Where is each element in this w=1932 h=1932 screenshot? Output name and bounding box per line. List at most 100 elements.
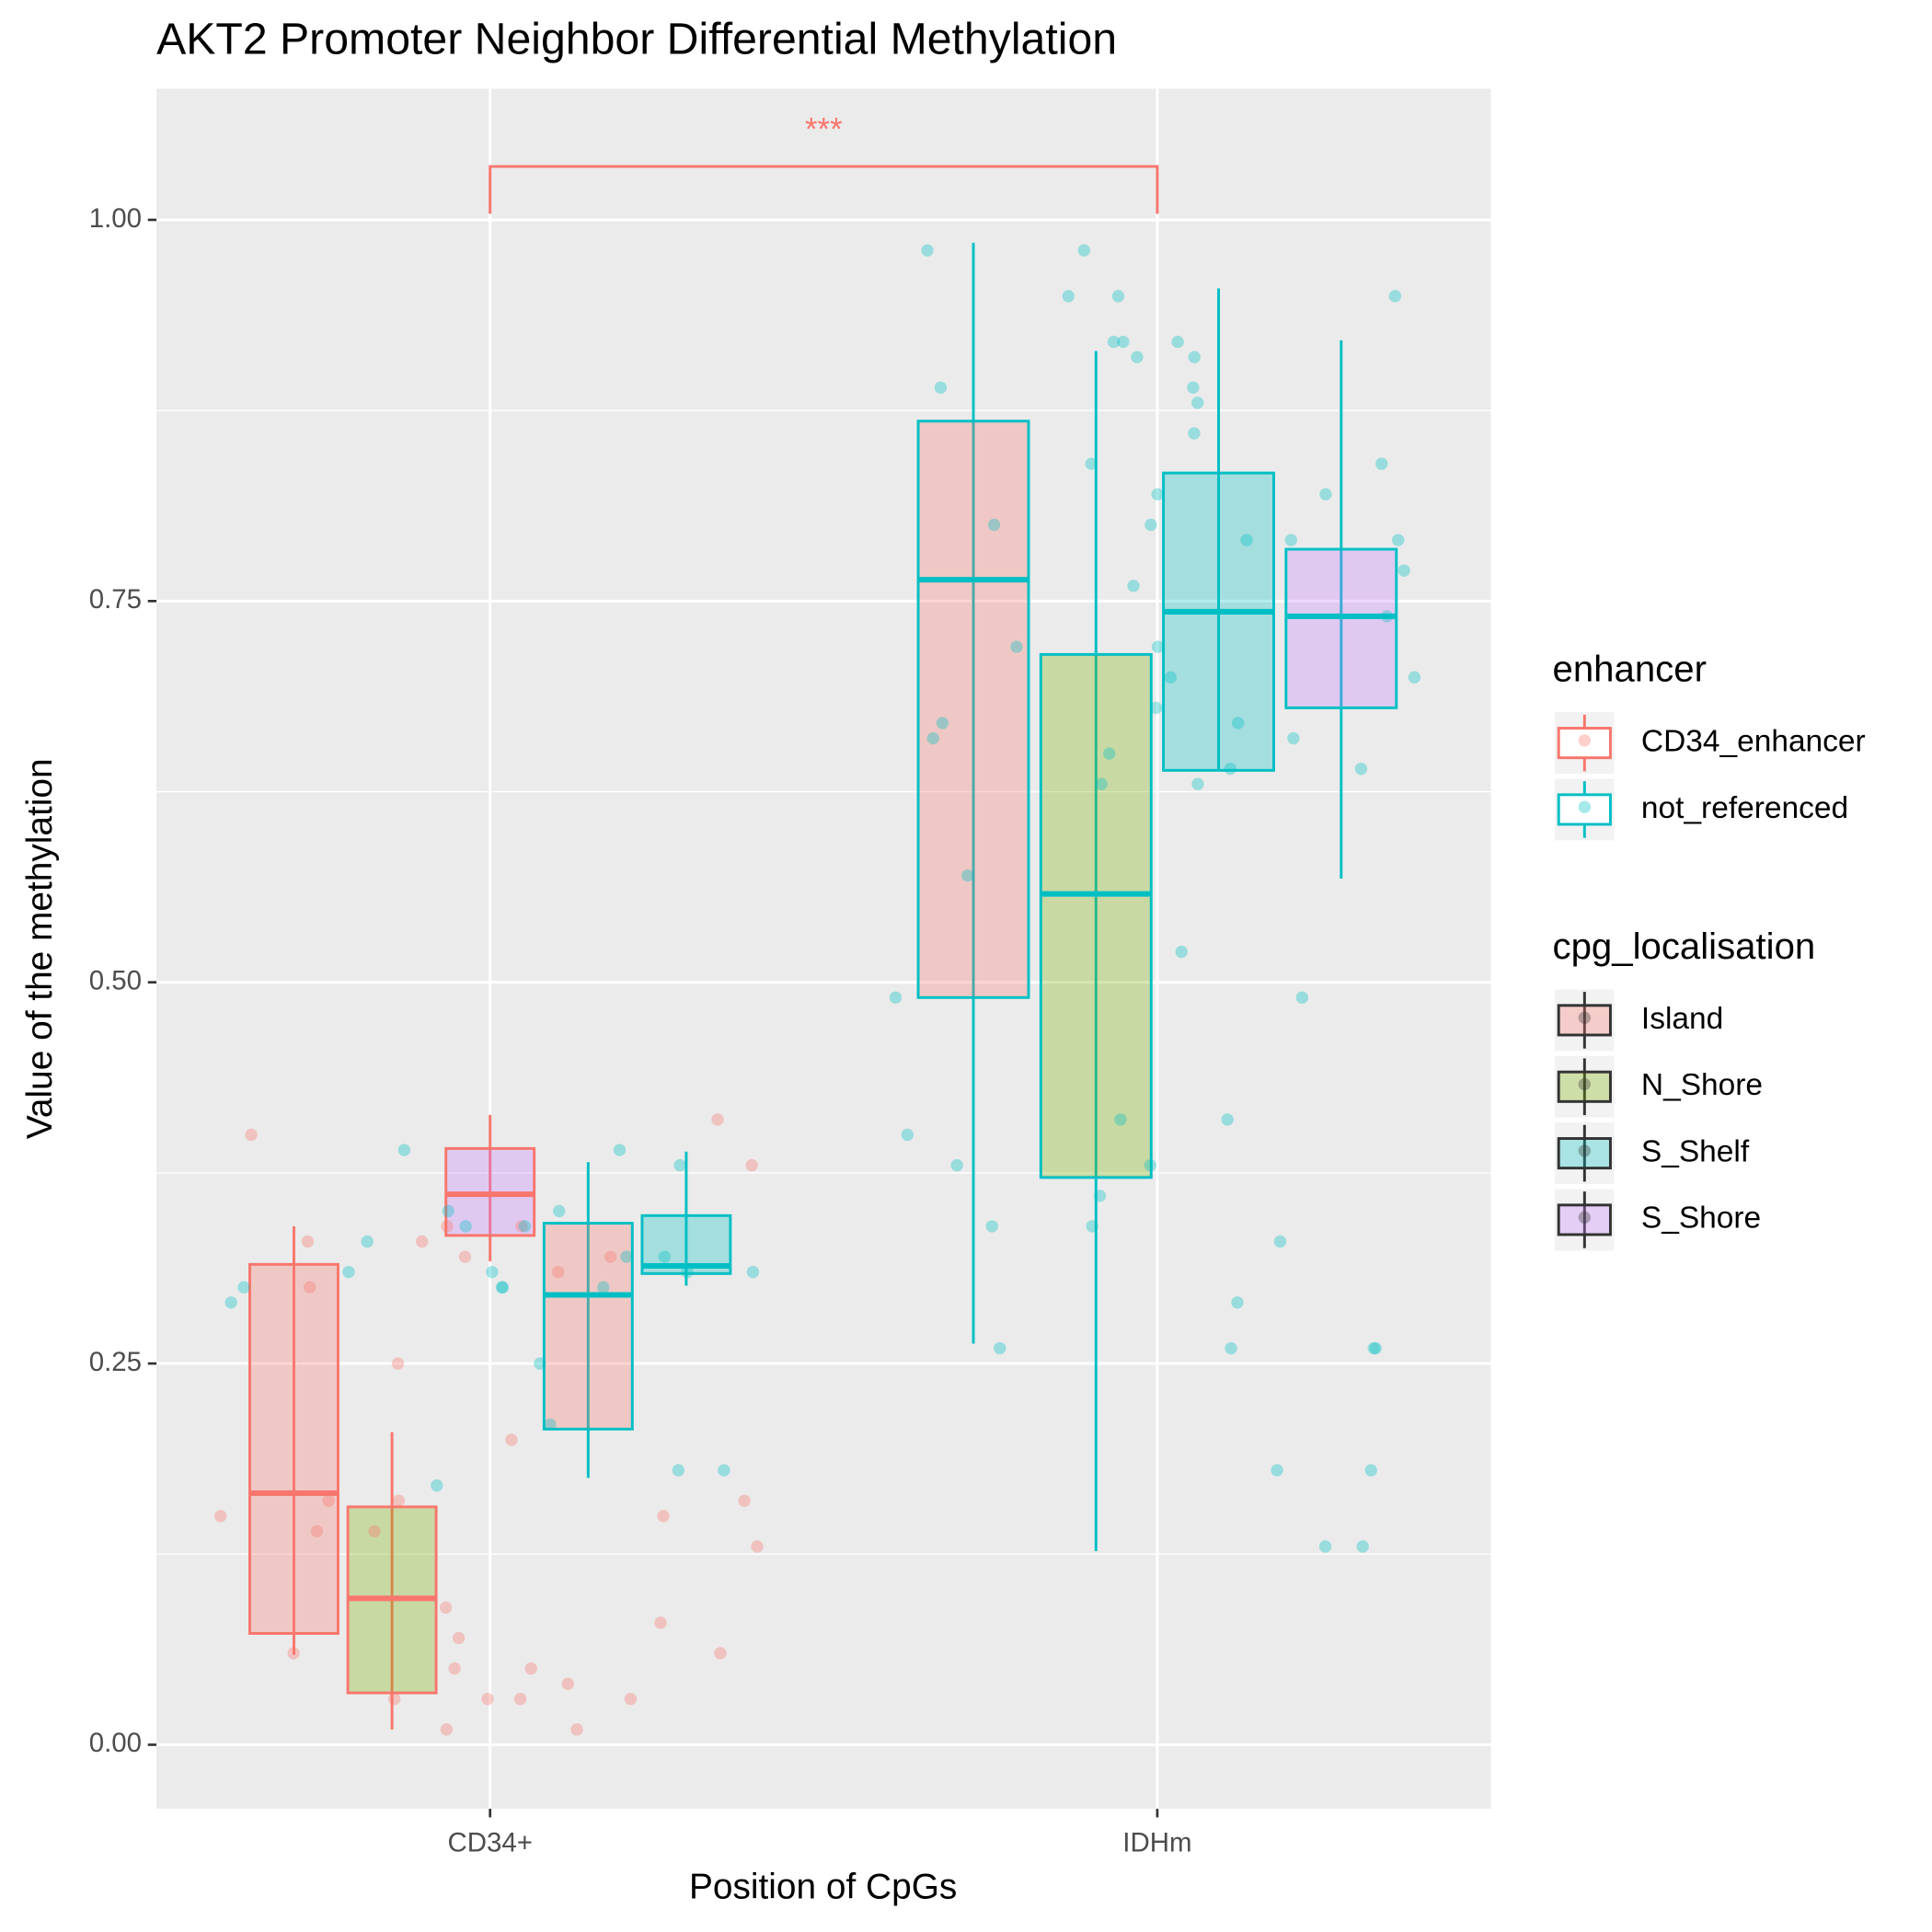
jitter-point xyxy=(1093,1190,1107,1202)
jitter-point xyxy=(1164,671,1178,684)
x-axis-title: Position of CpGs xyxy=(689,1867,957,1906)
jitter-point xyxy=(1356,1540,1369,1553)
legend-label: Island xyxy=(1641,1002,1723,1036)
jitter-point xyxy=(301,1235,315,1248)
y-tick-label: 0.00 xyxy=(89,1728,142,1758)
jitter-point xyxy=(1175,945,1188,959)
jitter-point xyxy=(718,1464,730,1477)
jitter-point xyxy=(388,1693,401,1706)
jitter-point xyxy=(1086,1220,1098,1233)
jitter-point xyxy=(936,717,949,730)
jitter-point xyxy=(391,1357,405,1370)
jitter-point xyxy=(672,1464,685,1477)
jitter-point xyxy=(1369,1341,1382,1355)
jitter-point xyxy=(440,1723,454,1736)
jitter-point xyxy=(1408,671,1421,684)
jitter-point xyxy=(431,1478,443,1492)
significance-bracket xyxy=(489,165,1159,214)
y-tick-label: 0.25 xyxy=(89,1347,142,1377)
jitter-point xyxy=(1319,488,1332,501)
jitter-point xyxy=(1240,534,1253,546)
jitter-point xyxy=(1367,1341,1380,1355)
legend-key-point xyxy=(1578,1011,1592,1024)
jitter-point xyxy=(1131,351,1144,363)
x-tick-label: IDHm xyxy=(1122,1828,1191,1858)
jitter-point xyxy=(452,1631,466,1645)
jitter-point xyxy=(448,1662,461,1675)
box xyxy=(1039,652,1153,1179)
box xyxy=(1284,547,1398,709)
jitter-point xyxy=(1085,457,1098,470)
chart-title: AKT2 Promoter Neighbor Differential Meth… xyxy=(156,14,1117,63)
legend-key xyxy=(1557,1203,1612,1236)
jitter-point xyxy=(1062,290,1075,303)
grid xyxy=(156,88,1491,1810)
jitter-point xyxy=(1397,564,1410,577)
jitter-point xyxy=(658,1250,672,1263)
legend-key xyxy=(1557,1137,1612,1170)
jitter-point xyxy=(1117,335,1130,349)
jitter-point xyxy=(654,1616,667,1629)
jitter-point xyxy=(921,244,934,257)
jitter-point xyxy=(994,1341,1006,1355)
box xyxy=(542,1222,634,1431)
jitter-point xyxy=(513,1693,527,1706)
jitter-point xyxy=(1191,397,1204,409)
panel xyxy=(156,88,1491,1810)
jitter-point xyxy=(711,1113,724,1126)
jitter-point xyxy=(681,1265,694,1279)
legend-key-point xyxy=(1578,1211,1592,1224)
jitter-point xyxy=(1287,731,1300,745)
jitter-point xyxy=(1284,534,1297,546)
jitter-point xyxy=(287,1647,300,1660)
jitter-point xyxy=(624,1693,638,1706)
jitter-point xyxy=(1295,991,1309,1004)
jitter-point xyxy=(1151,488,1164,501)
jitter-point xyxy=(1224,762,1237,776)
jitter-point xyxy=(1077,244,1091,257)
jitter-point xyxy=(1107,335,1121,349)
y-tick-label: 1.00 xyxy=(89,203,142,234)
jitter-point xyxy=(392,1494,405,1507)
jitter-point xyxy=(224,1296,237,1309)
jitter-point xyxy=(495,1281,509,1294)
jitter-point xyxy=(1388,290,1402,303)
jitter-point xyxy=(1114,1113,1127,1126)
jitter-point xyxy=(1188,427,1201,440)
legend-label: S_Shelf xyxy=(1641,1134,1750,1168)
jitter-point xyxy=(368,1524,381,1538)
jitter-point xyxy=(1380,610,1394,623)
jitter-point xyxy=(534,1357,546,1370)
legend-key xyxy=(1557,1004,1612,1037)
jitter-point xyxy=(518,1220,532,1233)
jitter-point xyxy=(570,1723,583,1736)
legend-key xyxy=(1557,727,1612,760)
jitter-point xyxy=(1151,640,1165,653)
y-tick-label: 0.75 xyxy=(89,584,142,615)
jitter-point xyxy=(1103,747,1116,760)
jitter-point xyxy=(342,1265,355,1279)
jitter-point xyxy=(950,1158,963,1172)
jitter-point xyxy=(310,1524,324,1538)
jitter-point xyxy=(1144,1158,1157,1172)
legend-label: S_Shore xyxy=(1641,1202,1761,1236)
jitter-point xyxy=(1354,762,1368,776)
jitter-point xyxy=(551,1265,565,1279)
jitter-point xyxy=(934,381,948,394)
jitter-point xyxy=(1111,290,1125,303)
jitter-point xyxy=(1392,534,1405,546)
legend-title: cpg_localisation xyxy=(1553,926,1816,967)
jitter-point xyxy=(751,1540,764,1553)
box xyxy=(916,420,1030,999)
jitter-point xyxy=(361,1235,374,1248)
jitter-point xyxy=(439,1601,453,1614)
jitter-point xyxy=(505,1433,518,1446)
legend-label: N_Shore xyxy=(1641,1068,1763,1102)
jitter-point xyxy=(303,1281,316,1294)
jitter-point xyxy=(926,731,939,745)
jitter-point xyxy=(397,1144,411,1156)
jitter-point xyxy=(442,1204,454,1218)
jitter-point xyxy=(458,1250,472,1263)
jitter-point xyxy=(496,1281,510,1294)
